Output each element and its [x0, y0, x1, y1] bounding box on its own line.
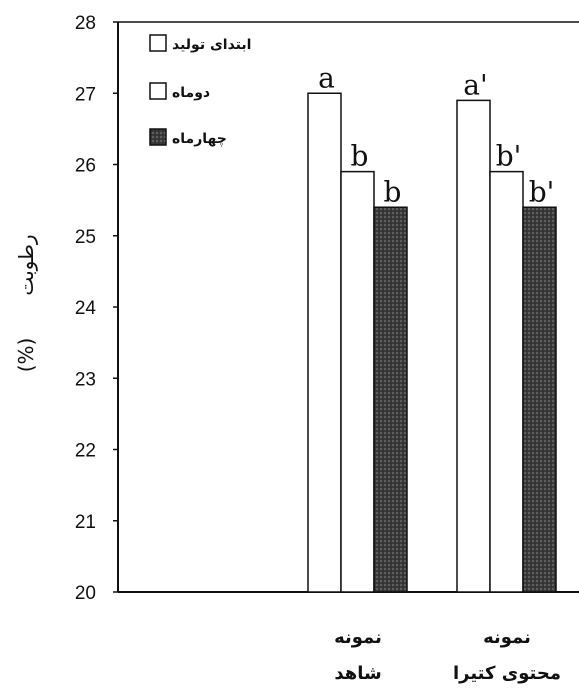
- category-label: محتوی کتیرا: [453, 663, 561, 684]
- significance-labels: a a' b b' b b': [318, 61, 554, 208]
- bar: [373, 206, 408, 593]
- y-tick-label: 24: [75, 298, 97, 319]
- y-tick-label: 28: [75, 13, 96, 34]
- legend-label: ابتدای تولید: [172, 37, 251, 53]
- y-axis-label-unit: (%): [14, 338, 38, 373]
- y-tick-label: 22: [75, 441, 96, 462]
- bar-significance-label: a': [463, 68, 487, 101]
- y-tick-label: 27: [75, 84, 96, 105]
- bar-significance-label: b': [529, 175, 555, 208]
- legend-label: چهارماه: [172, 131, 227, 147]
- y-tick-label: 21: [75, 512, 96, 533]
- y-axis-label-word: رطوبت: [14, 234, 38, 295]
- bar-significance-label: b': [496, 140, 522, 173]
- bar: [340, 170, 375, 593]
- category-label: نمونه: [334, 627, 382, 648]
- y-tick-label: 26: [75, 156, 96, 177]
- bar-significance-label: b: [351, 140, 369, 173]
- legend-swatch: [149, 34, 167, 52]
- legend-label: دوماه: [172, 85, 210, 101]
- legend-swatch: [149, 128, 167, 146]
- bar-significance-label: b: [384, 175, 402, 208]
- category-label: شاهد: [334, 663, 381, 684]
- bars: [307, 92, 557, 593]
- bar-significance-label: a: [318, 61, 335, 94]
- y-tick-label: 25: [75, 227, 96, 248]
- y-tick-label: 23: [75, 369, 96, 390]
- legend-swatch: [149, 82, 167, 100]
- y-tick-label: 20: [75, 583, 96, 604]
- bar: [522, 206, 557, 593]
- bar: [456, 99, 491, 593]
- category-label: نمونه: [483, 627, 531, 648]
- legend: ابتدای تولید دوماه چهارماه: [149, 34, 251, 147]
- category-labels: نمونه شاهد نمونه محتوی کتیرا: [334, 627, 561, 684]
- bar: [489, 170, 524, 593]
- bar: [307, 92, 342, 593]
- y-ticks: 20 21 22 23 24 25 26 27 28: [75, 13, 118, 604]
